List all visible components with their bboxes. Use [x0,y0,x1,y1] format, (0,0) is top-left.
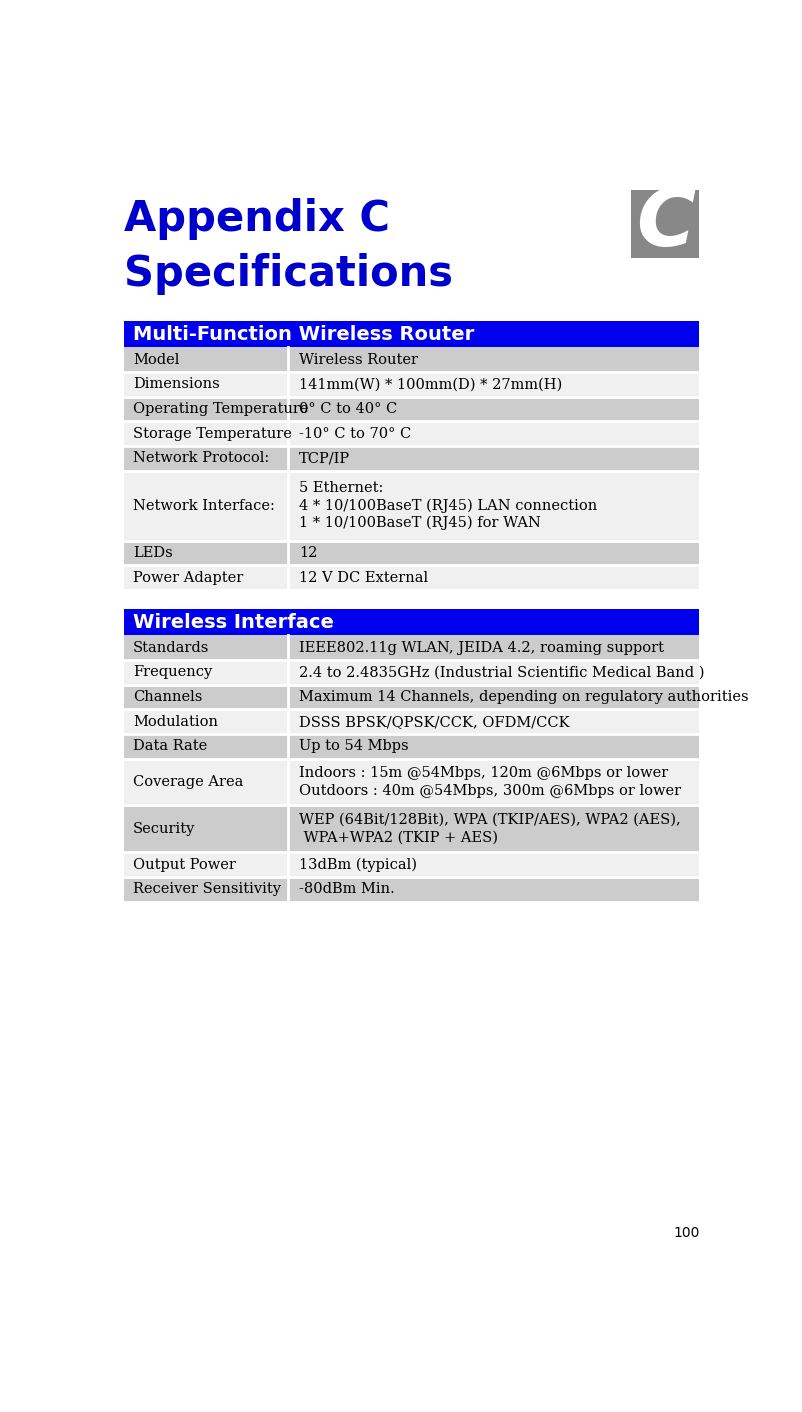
Text: -10° C to 70° C: -10° C to 70° C [299,426,411,441]
Text: Network Protocol:: Network Protocol: [133,452,269,465]
Text: Up to 54 Mbps: Up to 54 Mbps [299,740,408,754]
Text: DSSS BPSK/QPSK/CCK, OFDM/CCK: DSSS BPSK/QPSK/CCK, OFDM/CCK [299,714,569,729]
Text: Power Adapter: Power Adapter [133,570,243,585]
Text: WEP (64Bit/128Bit), WPA (TKIP/AES), WPA2 (AES),: WEP (64Bit/128Bit), WPA (TKIP/AES), WPA2… [299,813,680,827]
Text: 0° C to 40° C: 0° C to 40° C [299,402,397,417]
Text: Channels: Channels [133,690,202,705]
FancyBboxPatch shape [124,421,699,446]
Text: Storage Temperature: Storage Temperature [133,426,291,441]
FancyBboxPatch shape [124,371,699,397]
FancyBboxPatch shape [124,805,699,853]
Text: Wireless Interface: Wireless Interface [133,613,334,631]
Text: Standards: Standards [133,641,209,655]
Text: 5 Ethernet:: 5 Ethernet: [299,481,383,496]
Text: Appendix C: Appendix C [124,198,389,240]
FancyBboxPatch shape [124,734,699,758]
FancyBboxPatch shape [124,635,699,659]
Text: 2.4 to 2.4835GHz (Industrial Scientific Medical Band ): 2.4 to 2.4835GHz (Industrial Scientific … [299,665,704,679]
Text: TCP/IP: TCP/IP [299,452,350,465]
Text: 12: 12 [299,546,318,561]
Text: 141mm(W) * 100mm(D) * 27mm(H): 141mm(W) * 100mm(D) * 27mm(H) [299,377,562,391]
Text: Maximum 14 Channels, depending on regulatory authorities: Maximum 14 Channels, depending on regula… [299,690,748,705]
Text: Outdoors : 40m @54Mbps, 300m @6Mbps or lower: Outdoors : 40m @54Mbps, 300m @6Mbps or l… [299,784,681,798]
FancyBboxPatch shape [630,191,699,258]
Text: Multi-Function Wireless Router: Multi-Function Wireless Router [133,325,474,343]
FancyBboxPatch shape [124,609,699,635]
FancyBboxPatch shape [124,685,699,709]
FancyBboxPatch shape [124,446,699,470]
FancyBboxPatch shape [124,853,699,877]
FancyBboxPatch shape [124,541,699,565]
Text: Receiver Sensitivity: Receiver Sensitivity [133,882,281,897]
Text: 12 V DC External: 12 V DC External [299,570,428,585]
Text: 100: 100 [672,1226,699,1240]
FancyBboxPatch shape [124,347,699,371]
FancyBboxPatch shape [124,321,699,347]
Text: Output Power: Output Power [133,857,236,871]
FancyBboxPatch shape [124,397,699,421]
Text: Modulation: Modulation [133,714,217,729]
Text: Network Interface:: Network Interface: [133,498,274,513]
Text: Coverage Area: Coverage Area [133,775,243,789]
FancyBboxPatch shape [124,709,699,734]
Text: Indoors : 15m @54Mbps, 120m @6Mbps or lower: Indoors : 15m @54Mbps, 120m @6Mbps or lo… [299,767,668,781]
Text: Operating Temperature: Operating Temperature [133,402,308,417]
Text: 4 * 10/100BaseT (RJ45) LAN connection: 4 * 10/100BaseT (RJ45) LAN connection [299,498,597,513]
FancyBboxPatch shape [124,758,699,805]
Text: Wireless Router: Wireless Router [299,353,418,367]
Text: Dimensions: Dimensions [133,377,220,391]
Text: Specifications: Specifications [124,253,452,295]
Text: Frequency: Frequency [133,665,212,679]
Text: Model: Model [133,353,179,367]
Text: LEDs: LEDs [133,546,172,561]
FancyBboxPatch shape [124,470,699,541]
Text: IEEE802.11g WLAN, JEIDA 4.2, roaming support: IEEE802.11g WLAN, JEIDA 4.2, roaming sup… [299,641,663,655]
FancyBboxPatch shape [124,565,699,590]
Text: 13dBm (typical): 13dBm (typical) [299,857,417,871]
Text: C: C [635,185,694,263]
Text: -80dBm Min.: -80dBm Min. [299,882,395,897]
FancyBboxPatch shape [124,877,699,901]
Text: Data Rate: Data Rate [133,740,207,754]
Text: Security: Security [133,822,195,836]
FancyBboxPatch shape [124,659,699,685]
Text: 1 * 10/100BaseT (RJ45) for WAN: 1 * 10/100BaseT (RJ45) for WAN [299,515,541,531]
Text: WPA+WPA2 (TKIP + AES): WPA+WPA2 (TKIP + AES) [299,830,498,844]
